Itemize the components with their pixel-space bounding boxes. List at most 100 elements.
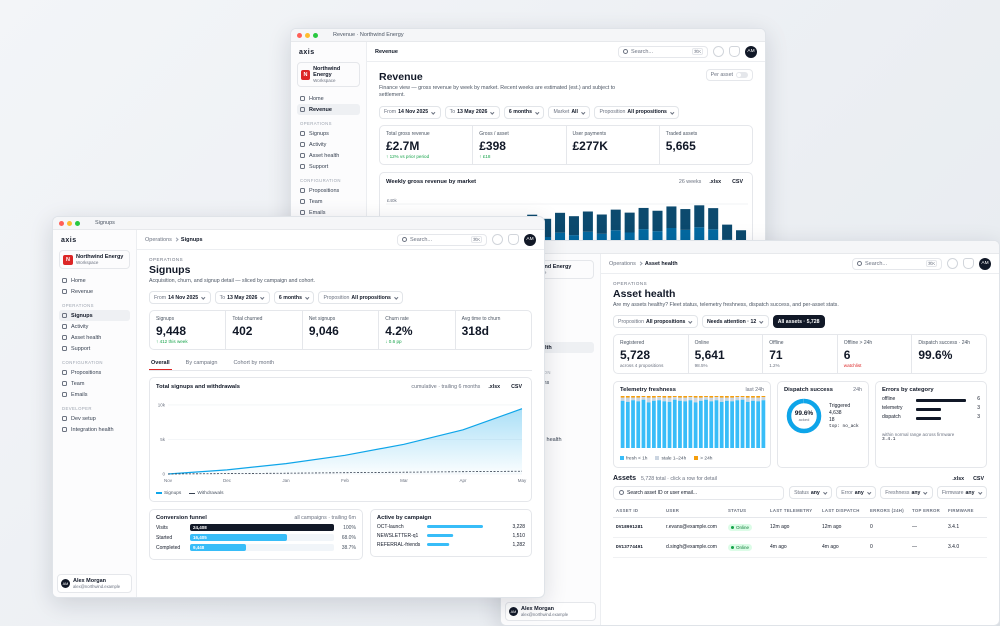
search[interactable]: Search... ⌘K: [852, 257, 942, 270]
avatar[interactable]: AM: [745, 45, 757, 58]
toggle[interactable]: Per asset: [705, 69, 753, 81]
legend-swatch: [156, 492, 162, 495]
nav-item[interactable]: Dev setup: [59, 413, 130, 424]
filter-label: To: [449, 109, 456, 116]
export-button[interactable]: .xlsx: [709, 178, 722, 185]
filter-chip[interactable]: From 14 Nov 2025: [149, 291, 211, 305]
cell: 3.4.0: [945, 537, 985, 558]
column-header[interactable]: TOP ERROR: [909, 503, 945, 518]
nav-item[interactable]: Revenue: [297, 104, 360, 115]
nav-item[interactable]: Team: [297, 196, 360, 207]
export-button[interactable]: CSV: [732, 178, 743, 185]
cell: DV13774491: [613, 537, 663, 558]
search-placeholder: Search...: [410, 236, 433, 243]
breadcrumb-item[interactable]: Signups: [180, 236, 203, 243]
bar-segment: [735, 396, 740, 398]
window-control[interactable]: [75, 220, 80, 226]
filter-chip[interactable]: 6 months: [273, 291, 315, 305]
column-header[interactable]: FIRMWARE: [945, 503, 985, 518]
filter-chip[interactable]: Error any: [836, 486, 877, 500]
help-button[interactable]: [492, 234, 503, 245]
asset-row[interactable]: DV18991281 r.evans@example.com Online 12m a…: [613, 517, 987, 538]
breadcrumb-item[interactable]: Revenue: [375, 48, 398, 55]
nav-item[interactable]: Support: [59, 343, 130, 354]
bar-segment: [694, 205, 705, 228]
notifications-button[interactable]: [508, 234, 519, 245]
breadcrumb-item[interactable]: Operations: [145, 236, 172, 243]
window-control[interactable]: [297, 32, 302, 38]
asset-row[interactable]: DV13774491 d.singh@example.com Online 4m ag…: [613, 537, 987, 558]
nav-item[interactable]: Signups: [297, 128, 360, 139]
user-menu[interactable]: AM Alex Morgan alex@northwind.example: [505, 602, 596, 621]
window-control[interactable]: [305, 32, 310, 38]
bar-segment: [620, 397, 625, 402]
filter-chip[interactable]: Status any: [789, 486, 833, 500]
column-header[interactable]: ERRORS (24H): [867, 503, 909, 518]
user-menu[interactable]: AM Alex Morgan alex@northwind.example: [57, 574, 132, 593]
asset-search[interactable]: Search asset ID or user email...: [613, 485, 785, 500]
nav-item[interactable]: Integration health: [59, 424, 130, 435]
bar-segment: [641, 400, 646, 449]
nav-item[interactable]: Emails: [297, 207, 360, 218]
export-button[interactable]: .xlsx: [952, 475, 965, 482]
nav-item[interactable]: Asset health: [297, 150, 360, 161]
window-control[interactable]: [67, 220, 72, 226]
notifications-button[interactable]: [729, 46, 740, 57]
tab[interactable]: Overall: [149, 357, 172, 371]
filter-chip[interactable]: Proposition All propositions: [318, 291, 404, 305]
nav-item[interactable]: Support: [297, 161, 360, 172]
filter-chip[interactable]: Market All: [548, 105, 591, 119]
help-button[interactable]: [947, 258, 958, 269]
filter-chip[interactable]: Proposition All propositions: [594, 105, 680, 119]
column-header[interactable]: ASSET ID: [613, 503, 663, 518]
nav-item[interactable]: Activity: [297, 139, 360, 150]
nav-item[interactable]: Signups: [59, 310, 130, 321]
nav-item[interactable]: Revenue: [59, 286, 130, 297]
window-control[interactable]: [313, 32, 318, 38]
notifications-button[interactable]: [963, 258, 974, 269]
nav-item[interactable]: Emails: [59, 389, 130, 400]
filter-chip[interactable]: 6 months: [503, 105, 545, 119]
column-header[interactable]: STATUS: [725, 503, 767, 518]
filter-chip[interactable]: Proposition All propositions: [613, 315, 698, 329]
avatar[interactable]: AM: [979, 257, 991, 270]
breadcrumb-item[interactable]: Asset health: [644, 260, 678, 267]
column-header[interactable]: LAST DISPATCH: [819, 503, 867, 518]
bar-segment: [625, 397, 630, 403]
filter-chip[interactable]: Firmware any: [936, 486, 987, 500]
nav-item[interactable]: Home: [297, 93, 360, 104]
user-name: Alex Morgan: [73, 578, 107, 584]
nav-item[interactable]: Asset health: [59, 332, 130, 343]
filter-chip[interactable]: Freshness any: [880, 486, 933, 500]
filter-chip[interactable]: To 13 May 2026: [444, 105, 500, 119]
export-button[interactable]: CSV: [973, 475, 984, 482]
breadcrumb-item[interactable]: Operations: [609, 260, 636, 267]
legend-item: fresh < 1h: [620, 456, 647, 462]
export-button[interactable]: CSV: [511, 384, 522, 391]
nav-item[interactable]: Propositions: [297, 185, 360, 196]
filter-chip[interactable]: To 13 May 2026: [214, 291, 270, 305]
filter-value: All: [571, 109, 578, 116]
window-control[interactable]: [59, 220, 64, 226]
filter-chip[interactable]: Needs attention · 12: [701, 315, 769, 329]
nav-item[interactable]: Activity: [59, 321, 130, 332]
help-button[interactable]: [713, 46, 724, 57]
search[interactable]: Search... ⌘K: [618, 45, 708, 58]
column-header[interactable]: MODEL: [985, 503, 987, 518]
search[interactable]: Search... ⌘K: [397, 233, 487, 246]
nav-item[interactable]: Home: [59, 275, 130, 286]
filter-chip[interactable]: All assets · 5,728: [772, 315, 825, 329]
filter-chip[interactable]: From 14 Nov 2025: [379, 105, 441, 119]
funnel-step: Visits: [156, 524, 168, 531]
nav-item[interactable]: Propositions: [59, 367, 130, 378]
column-header[interactable]: USER: [663, 503, 725, 518]
avatar[interactable]: AM: [524, 233, 536, 246]
tab[interactable]: By campaign: [185, 360, 218, 367]
kpi-value: 6: [843, 348, 851, 363]
export-button[interactable]: .xlsx: [488, 384, 501, 391]
column-header[interactable]: LAST TELEMETRY: [767, 503, 819, 518]
tab[interactable]: Cohort by month: [233, 360, 275, 367]
nav-item[interactable]: Team: [59, 378, 130, 389]
